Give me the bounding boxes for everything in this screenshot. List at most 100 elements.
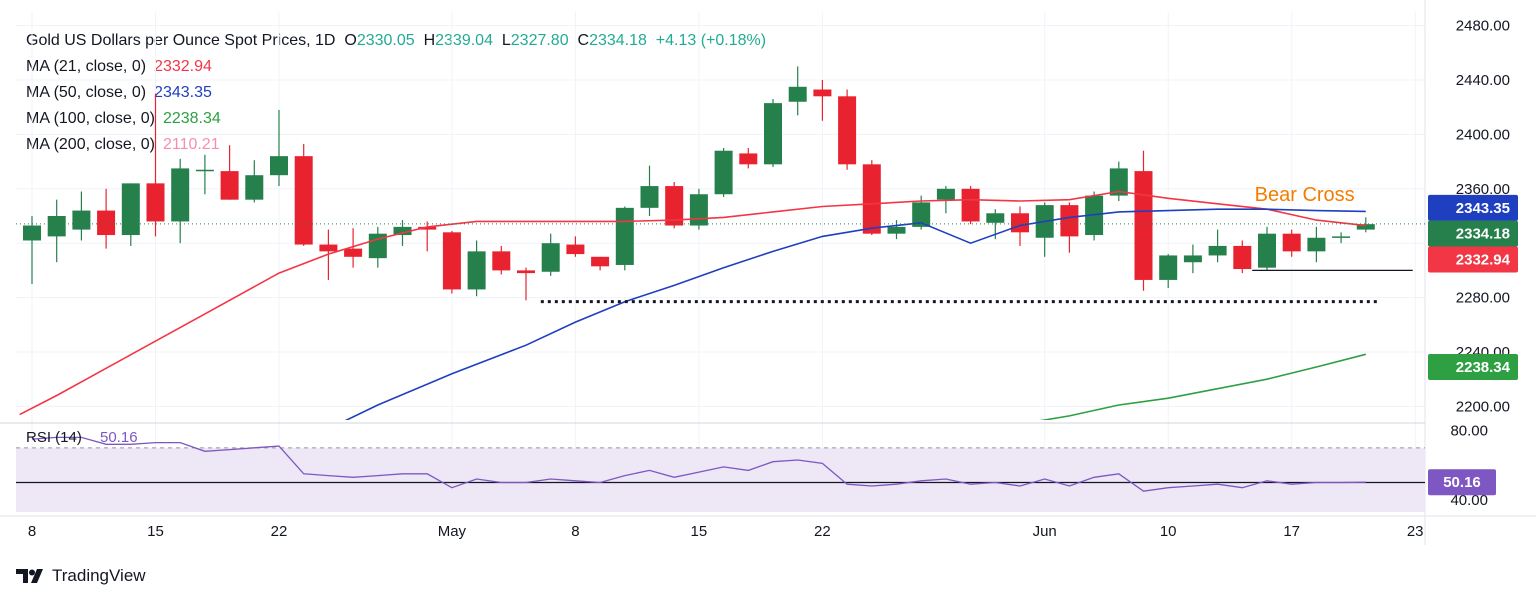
candle-up (1208, 245, 1227, 256)
candle-up (689, 194, 708, 226)
candle-up (764, 103, 782, 165)
candle-up (986, 213, 1005, 223)
candle-down (517, 270, 535, 274)
rsi-legend-value: 50.16 (100, 429, 138, 446)
time-tick-label: 17 (1283, 523, 1300, 540)
candle-down (294, 156, 313, 245)
candle-up (1332, 236, 1351, 238)
candle-down (97, 210, 116, 236)
ma-50-value: 2343.35 (154, 84, 212, 101)
time-tick-label: 23 (1407, 523, 1424, 540)
candle-down (344, 248, 363, 257)
symbol-header: Gold US Dollars per Ounce Spot Prices, 1… (26, 28, 766, 54)
candle-down (1282, 233, 1301, 252)
time-tick-label: 10 (1160, 523, 1177, 540)
ma-21-value: 2332.94 (154, 58, 212, 75)
candle-up (23, 225, 41, 241)
candle-up (467, 251, 486, 290)
price-label-bg (1428, 246, 1518, 273)
candle-down (220, 171, 239, 200)
time-tick-label: 8 (28, 523, 36, 540)
time-tick-label: 22 (271, 523, 288, 540)
change-value: +4.13 (+0.18%) (655, 32, 767, 49)
candle-down (418, 226, 437, 230)
candle-down (442, 232, 461, 290)
symbol-title: Gold US Dollars per Ounce Spot Prices, 1… (26, 32, 336, 49)
candle-up (393, 226, 412, 236)
candle-down (319, 244, 338, 252)
legend-ma-50[interactable]: MA (50, close, 0) 2343.35 (26, 84, 212, 101)
price-chart[interactable]: Bear Cross 2200.002240.002280.002320.0023… (0, 0, 1536, 545)
candle-down (492, 251, 511, 271)
high-value: 2339.04 (435, 32, 493, 49)
rsi-value-label-bg (1428, 469, 1496, 496)
candle-up (1307, 237, 1326, 252)
candle-down (146, 183, 165, 222)
legend-ma-100[interactable]: MA (100, close, 0) 2238.34 (26, 110, 221, 127)
price-label: 2238.34 (1456, 359, 1511, 376)
candle-up (640, 186, 659, 208)
price-label: 2332.94 (1456, 252, 1511, 269)
ma-200-value: 2110.21 (162, 136, 220, 153)
price-tick-label: 2400.00 (1456, 126, 1510, 143)
price-tick-label: 2200.00 (1456, 398, 1510, 415)
candle-up (1183, 255, 1202, 263)
tradingview-icon (16, 569, 43, 583)
rsi-label: RSI (14) (26, 429, 82, 446)
candle-down (1060, 205, 1079, 237)
candle-up (195, 169, 214, 172)
rsi-band (16, 447, 1425, 512)
price-tick-label: 2480.00 (1456, 18, 1510, 35)
candle-up (1356, 224, 1375, 230)
legend-ma-21[interactable]: MA (21, close, 0) 2332.94 (26, 58, 212, 75)
rsi-value-label: 50.16 (1443, 474, 1481, 491)
ma-line-ma-100 (1039, 353, 1366, 420)
candle-up (47, 216, 66, 237)
candle-up (887, 226, 906, 234)
price-axis: 2200.002240.002280.002320.002360.002400.… (1428, 18, 1518, 415)
candle-down (665, 186, 684, 226)
price-label: 2334.18 (1456, 226, 1510, 243)
candle-up (1109, 168, 1128, 196)
candle-down (813, 89, 832, 97)
time-tick-label: 15 (147, 523, 164, 540)
brand-name: TradingView (52, 566, 146, 585)
price-label-bg (1428, 220, 1518, 247)
candle-up (541, 243, 560, 272)
tradingview-logo[interactable]: TradingView (16, 566, 146, 586)
candle-down (961, 188, 980, 222)
time-tick-label: 15 (691, 523, 708, 540)
ma-100-value: 2238.34 (162, 110, 221, 127)
candle-down (1233, 245, 1252, 270)
candle-up (270, 156, 288, 176)
time-tick-label: May (438, 523, 467, 540)
price-label-bg (1428, 194, 1518, 221)
rsi-line (31, 436, 1366, 492)
price-tick-label: 2360.00 (1456, 181, 1510, 198)
time-tick-label: Jun (1033, 523, 1057, 540)
candle-down (838, 96, 857, 165)
price-tick-label: 2440.00 (1456, 72, 1510, 89)
main-pane: Bear Cross (16, 66, 1425, 420)
rsi-tick-label: 80.00 (1450, 422, 1488, 439)
ma-line-ma-21 (19, 190, 1366, 416)
candle-down (739, 153, 758, 165)
candle-up (171, 168, 190, 222)
candle-up (788, 86, 807, 102)
time-tick-label: 22 (814, 523, 831, 540)
close-value: 2334.18 (589, 32, 647, 49)
ma-line-ma-50 (344, 208, 1366, 420)
candle-down (591, 256, 610, 267)
rsi-tick-label: 40.00 (1450, 492, 1488, 509)
rsi-pane (16, 436, 1425, 512)
legend-ma-200[interactable]: MA (200, close, 0) 2110.21 (26, 136, 220, 153)
low-value: 2327.80 (510, 32, 569, 49)
candle-up (1258, 233, 1276, 268)
candle-up (615, 207, 634, 265)
grid (16, 12, 1425, 512)
candle-up (245, 175, 264, 200)
ohlc-values: O2330.05 H2339.04 L2327.80 C2334.18 +4.1… (344, 32, 767, 49)
candle-up (121, 183, 140, 236)
candle-up (936, 188, 955, 200)
candle-down (862, 164, 881, 234)
